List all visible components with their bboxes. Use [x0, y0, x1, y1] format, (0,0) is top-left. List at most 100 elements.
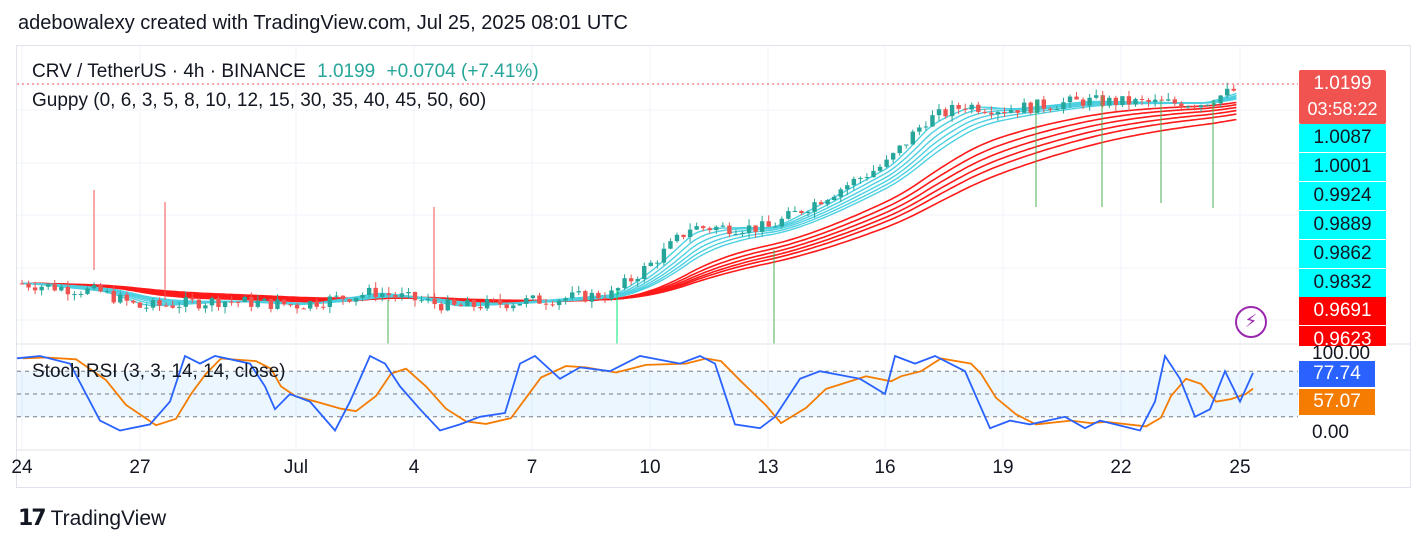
candle-body	[583, 291, 588, 302]
candle-body	[877, 166, 883, 171]
candle-body	[183, 297, 188, 307]
candle-body	[936, 109, 942, 116]
tradingview-brand: 17 TradingView	[18, 506, 166, 531]
legend-symbol: CRV / TetherUS · 4h · BINANCE	[32, 61, 306, 82]
candle-body	[963, 108, 968, 110]
candle-body	[543, 303, 549, 305]
candle-body	[740, 232, 745, 235]
candle-body	[39, 286, 44, 291]
candle-body	[281, 299, 287, 305]
candle-body	[1107, 97, 1112, 106]
candle-body	[812, 202, 817, 212]
candle-body	[242, 296, 247, 303]
candle-body	[209, 298, 215, 306]
candle-body	[52, 284, 57, 291]
fast-ema-tag: 1.0001	[1299, 153, 1386, 181]
candle-body	[360, 294, 365, 298]
candle-body	[805, 211, 811, 214]
candle-body	[1198, 105, 1204, 108]
candle-body	[989, 112, 994, 115]
candle-body	[216, 298, 221, 307]
candle-body	[596, 292, 601, 299]
candle-body	[1054, 109, 1060, 111]
candle-body	[668, 241, 673, 249]
candle-body	[366, 287, 372, 295]
candle-body	[622, 278, 627, 289]
candle-body	[1002, 112, 1007, 114]
candle-body	[1113, 97, 1119, 106]
legend-symbol-row: CRV / TetherUS · 4h · BINANCE 1.0199 +0.…	[32, 61, 539, 83]
candle-body	[425, 298, 431, 301]
x-tick-label: 7	[527, 457, 538, 478]
candle-body	[753, 225, 758, 232]
candle-body	[118, 294, 123, 303]
candle-body	[773, 226, 778, 228]
x-tick-label: 16	[874, 457, 895, 478]
candle-body	[701, 226, 706, 229]
stoch-d-line	[22, 356, 1254, 428]
candle-body	[1159, 99, 1164, 101]
candle-body	[104, 291, 110, 293]
candle-body	[1094, 95, 1099, 98]
candle-body	[674, 234, 680, 242]
x-tick-label: 13	[757, 457, 778, 478]
stoch-rsi-lines	[16, 353, 1254, 433]
fast-ema-tag: 0.9924	[1299, 182, 1386, 210]
candle-body	[412, 291, 418, 301]
lightning-icon[interactable]: ⚡	[1235, 306, 1267, 338]
x-tick-label: 24	[11, 457, 33, 478]
guppy-slow-ribbon	[22, 101, 1237, 303]
candle-body	[432, 298, 437, 305]
candle-body	[858, 177, 863, 179]
candle-body	[655, 262, 660, 264]
candle-body	[550, 304, 555, 306]
brand-name: TradingView	[50, 506, 167, 530]
candle-body	[321, 306, 326, 308]
candle-body	[511, 305, 516, 309]
x-tick-label: 22	[1110, 457, 1131, 478]
candle-body	[484, 299, 490, 309]
candle-body	[1179, 103, 1184, 108]
candle-body	[976, 104, 981, 112]
candle-body	[786, 211, 791, 219]
candle-body	[1133, 98, 1138, 105]
candle-body	[570, 292, 575, 299]
candle-body	[347, 299, 352, 302]
candle-body	[255, 300, 260, 307]
candle-body	[1015, 110, 1020, 113]
candle-body	[884, 159, 889, 167]
osc-axis-top: 100.00	[1312, 343, 1371, 364]
candle-body	[1074, 96, 1079, 100]
candle-body	[1225, 88, 1230, 96]
legend-change: +0.0704 (+7.41%)	[386, 61, 539, 82]
candle-body	[687, 229, 693, 238]
candle-body	[923, 126, 929, 128]
candle-body	[124, 294, 129, 301]
candle-body	[353, 297, 359, 302]
candle-body	[1067, 96, 1073, 103]
candle-body	[609, 290, 614, 300]
candle-body	[399, 293, 405, 297]
candle-body	[196, 299, 202, 309]
candle-body	[1166, 99, 1171, 101]
candle-body	[556, 300, 562, 306]
candle-body	[792, 210, 798, 212]
candle-body	[1035, 99, 1040, 113]
chart-header: adebowalexy created with TradingView.com…	[18, 12, 628, 34]
candle-body	[517, 303, 522, 306]
candle-body	[131, 300, 136, 303]
slow-ema-tag: 0.9623	[1299, 326, 1386, 346]
candle-body	[393, 295, 398, 297]
tradingview-logo-icon: 17	[18, 506, 47, 531]
fast-ema-tag: 0.9889	[1299, 211, 1386, 239]
candle-body	[910, 131, 915, 145]
candle-body	[91, 285, 97, 289]
candle-body	[491, 299, 496, 301]
x-tick-label: 4	[409, 457, 420, 478]
candle-body	[190, 297, 195, 300]
candle-body	[170, 305, 175, 308]
candle-body	[635, 278, 640, 282]
stoch-k-line	[16, 353, 1254, 433]
candle-body	[78, 293, 84, 295]
